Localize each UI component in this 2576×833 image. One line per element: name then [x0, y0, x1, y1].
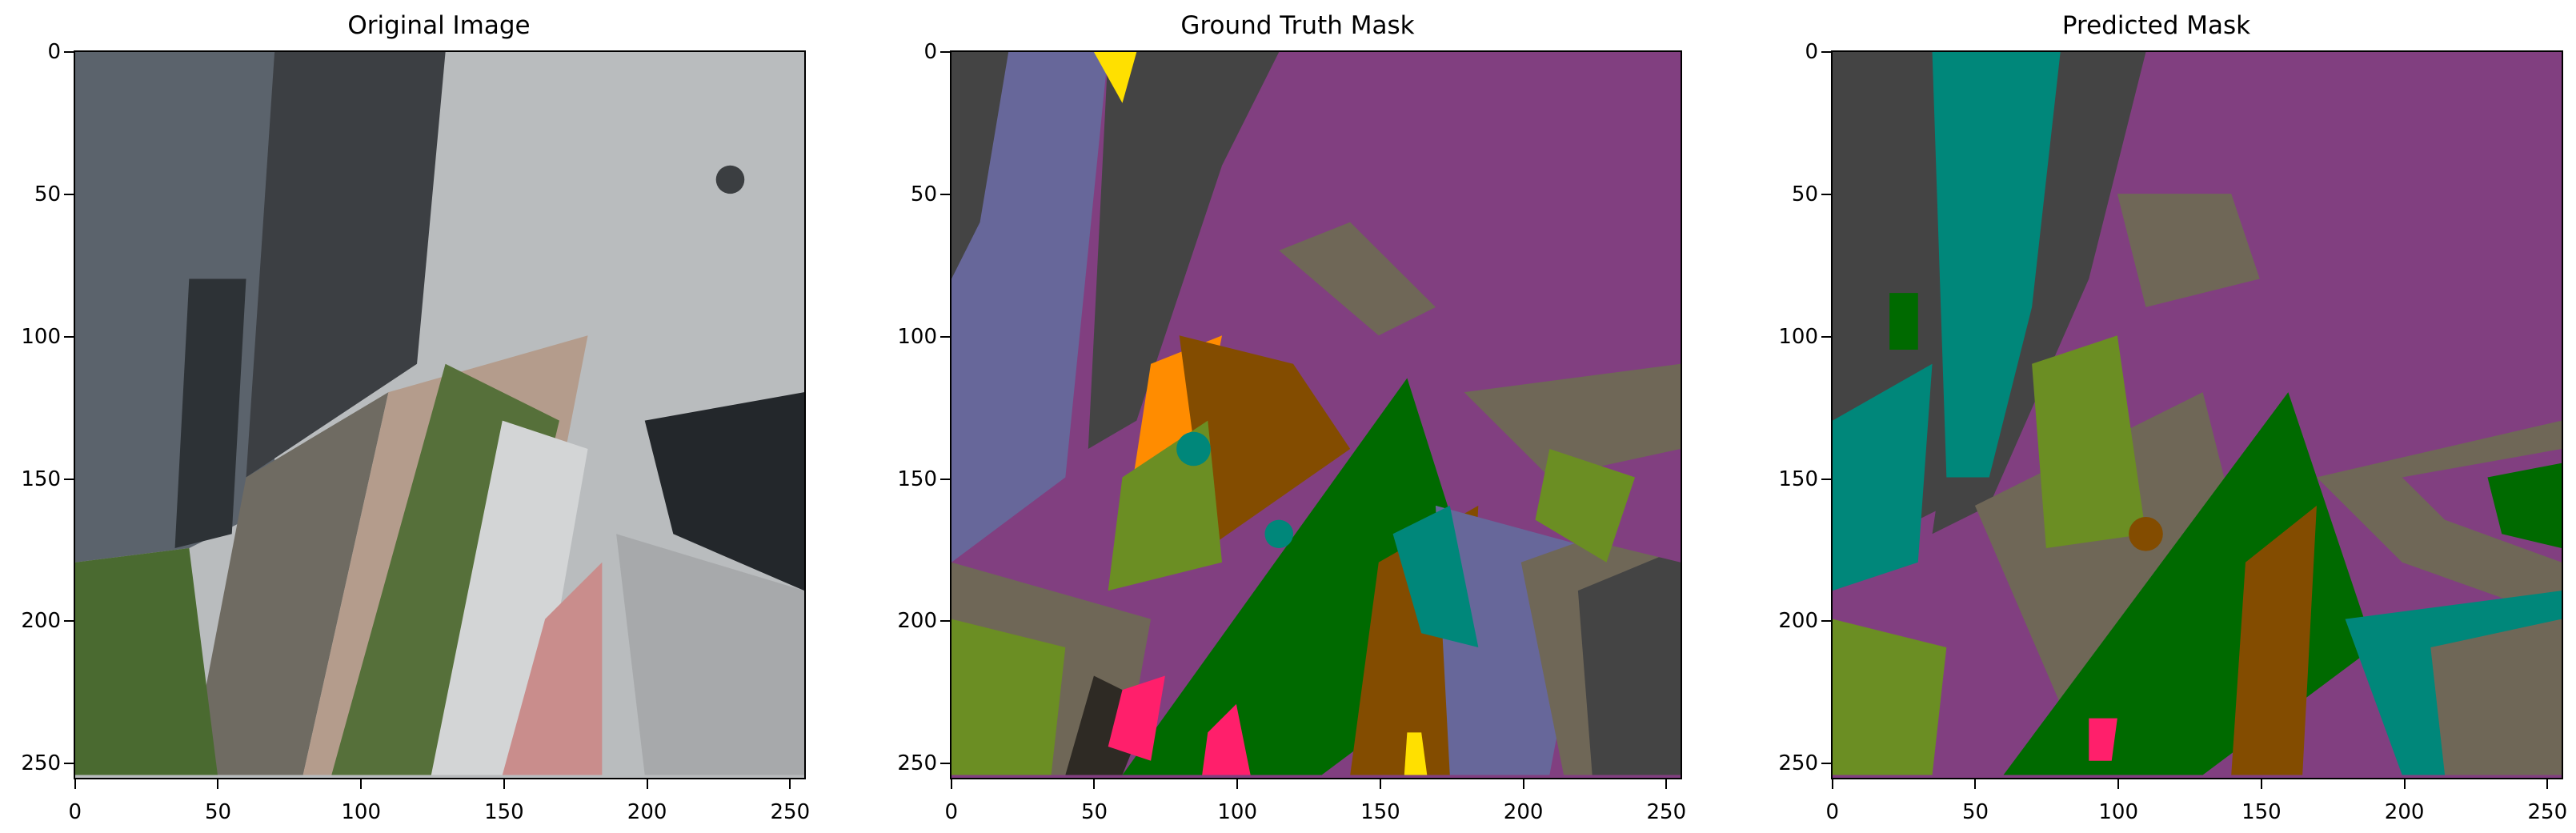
x-tick-label: 150 [2241, 800, 2282, 824]
x-tick-label: 100 [341, 800, 382, 824]
x-tick-label: 150 [484, 800, 524, 824]
y-tick-label: 250 [21, 751, 61, 776]
x-tick-label: 150 [1360, 800, 1400, 824]
x-tick-label: 200 [2384, 800, 2425, 824]
y-tick-mark [1821, 478, 1831, 480]
x-tick-label: 100 [1217, 800, 1258, 824]
original-image-photo [75, 52, 804, 778]
panel-ground-truth-mask: Ground Truth Mask [859, 0, 1717, 833]
y-tick-label: 150 [1778, 467, 1818, 491]
x-tick-label: 200 [627, 800, 667, 824]
x-tick-mark [2546, 779, 2549, 789]
y-tick-label: 0 [1805, 39, 1818, 64]
panel-title: Ground Truth Mask [1180, 11, 1415, 40]
x-tick-label: 250 [1646, 800, 1687, 824]
x-tick-label: 50 [1080, 800, 1108, 824]
y-tick-mark [940, 620, 950, 623]
original-image-axes [74, 50, 806, 779]
x-tick-mark [2403, 779, 2406, 789]
x-tick-mark [789, 779, 791, 789]
y-tick-mark [940, 763, 950, 765]
x-tick-mark [503, 779, 505, 789]
y-tick-label: 0 [47, 39, 61, 64]
y-tick-mark [64, 478, 74, 480]
x-tick-mark [1665, 779, 1668, 789]
x-tick-label: 250 [770, 800, 811, 824]
y-tick-mark [1821, 620, 1831, 623]
x-tick-label: 50 [1961, 800, 1989, 824]
y-tick-label: 50 [34, 182, 61, 206]
x-tick-label: 0 [944, 800, 959, 824]
y-tick-label: 250 [1778, 751, 1818, 776]
y-tick-label: 150 [21, 467, 61, 491]
y-tick-mark [64, 763, 74, 765]
y-tick-label: 100 [1778, 324, 1818, 349]
panel-title: Original Image [347, 11, 531, 40]
x-tick-mark [1379, 779, 1381, 789]
panel-original-image: Original Image [0, 0, 859, 833]
x-tick-mark [1236, 779, 1239, 789]
x-tick-mark [2117, 779, 2120, 789]
y-tick-mark [1821, 50, 1831, 53]
y-tick-label: 200 [21, 609, 61, 634]
x-tick-label: 200 [1503, 800, 1544, 824]
y-tick-mark [64, 335, 74, 338]
y-tick-mark [64, 50, 74, 53]
x-tick-mark [646, 779, 648, 789]
x-tick-label: 100 [2098, 800, 2139, 824]
y-tick-label: 150 [897, 467, 937, 491]
x-tick-mark [1831, 779, 1833, 789]
x-tick-mark [74, 779, 76, 789]
y-tick-label: 250 [897, 751, 937, 776]
y-tick-label: 100 [21, 324, 61, 349]
y-tick-label: 100 [897, 324, 937, 349]
x-tick-mark [1974, 779, 1977, 789]
x-tick-label: 50 [204, 800, 232, 824]
x-tick-mark [2260, 779, 2262, 789]
y-tick-mark [940, 193, 950, 195]
y-tick-label: 50 [910, 182, 937, 206]
predicted-axes [1831, 50, 2563, 779]
ground-truth-axes [950, 50, 1682, 779]
x-tick-label: 0 [1825, 800, 1840, 824]
x-tick-mark [217, 779, 219, 789]
panel-predicted-mask: Predicted Mask [1717, 0, 2576, 833]
predicted-mask-image [1833, 52, 2562, 778]
x-tick-mark [1522, 779, 1524, 789]
x-tick-mark [950, 779, 952, 789]
y-tick-label: 0 [923, 39, 937, 64]
x-tick-label: 250 [2527, 800, 2568, 824]
y-tick-mark [1821, 763, 1831, 765]
ground-truth-mask-image [951, 52, 1681, 778]
y-tick-mark [1821, 335, 1831, 338]
y-tick-mark [940, 478, 950, 480]
panel-title: Predicted Mask [2061, 11, 2251, 40]
x-tick-label: 0 [68, 800, 82, 824]
y-tick-mark [64, 193, 74, 195]
y-tick-mark [940, 50, 950, 53]
x-tick-mark [360, 779, 363, 789]
y-tick-mark [64, 620, 74, 623]
y-tick-label: 200 [897, 609, 937, 634]
x-tick-mark [1093, 779, 1096, 789]
y-tick-label: 50 [1791, 182, 1818, 206]
y-tick-label: 200 [1778, 609, 1818, 634]
y-tick-mark [940, 335, 950, 338]
y-tick-mark [1821, 193, 1831, 195]
